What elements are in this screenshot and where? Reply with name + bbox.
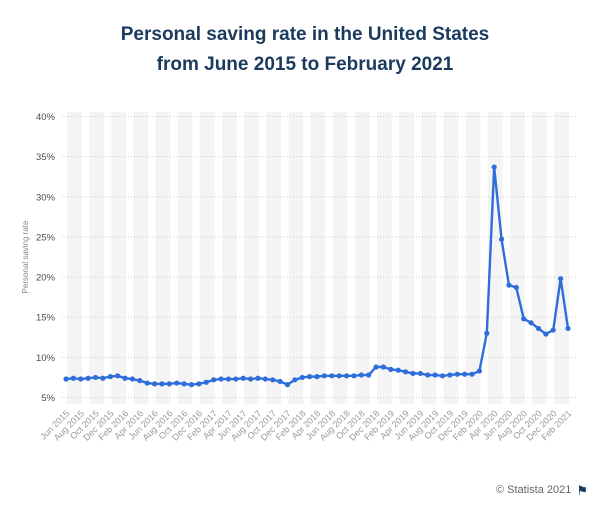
data-point[interactable] [122, 375, 128, 381]
data-point[interactable] [395, 367, 401, 373]
data-point[interactable] [447, 372, 453, 378]
footer: © Statista 2021 ⚑ [495, 482, 588, 498]
data-point[interactable] [336, 373, 342, 379]
data-point[interactable] [92, 374, 99, 381]
data-point[interactable] [380, 364, 387, 370]
data-point[interactable] [240, 375, 246, 381]
y-axis-title: Personal saving rate [21, 220, 30, 293]
data-point[interactable] [565, 325, 571, 332]
data-point[interactable] [115, 373, 121, 379]
gridlines-and-y-ticks: 5% 10% 15% 20% 25% 30% 35% 40% [36, 112, 576, 404]
copyright-text: © Statista 2021 [495, 484, 572, 496]
background-bands [67, 112, 570, 404]
data-point[interactable] [528, 320, 534, 326]
data-point[interactable] [137, 378, 143, 384]
data-point[interactable] [151, 381, 158, 387]
data-point[interactable] [299, 374, 305, 381]
data-point[interactable] [402, 369, 409, 375]
data-point[interactable] [410, 370, 416, 377]
data-point[interactable] [491, 164, 497, 170]
data-point[interactable] [307, 374, 313, 380]
data-point[interactable] [366, 372, 372, 378]
y-tick-label: 25% [36, 232, 56, 243]
data-point[interactable] [321, 373, 327, 379]
flag-icon[interactable]: ⚑ [576, 482, 588, 498]
data-point[interactable] [144, 380, 150, 386]
data-point[interactable] [314, 374, 320, 380]
data-point[interactable] [498, 236, 505, 242]
data-point[interactable] [218, 376, 224, 382]
data-point[interactable] [166, 381, 172, 387]
data-point[interactable] [225, 376, 232, 382]
data-point[interactable] [513, 284, 519, 291]
data-point[interactable] [247, 376, 254, 382]
data-point[interactable] [558, 276, 564, 282]
data-point[interactable] [329, 373, 335, 379]
data-point[interactable] [211, 377, 217, 383]
chart-title-line1: Personal saving rate in the United State… [120, 24, 490, 45]
data-point[interactable] [439, 373, 446, 379]
y-tick-label: 10% [36, 353, 56, 364]
data-point[interactable] [521, 316, 527, 322]
data-point[interactable] [270, 377, 276, 383]
data-point[interactable] [343, 373, 350, 379]
data-point[interactable] [373, 364, 379, 370]
data-point[interactable] [63, 376, 69, 382]
y-tick-label: 35% [36, 152, 56, 163]
data-point[interactable] [277, 378, 283, 385]
data-point[interactable] [543, 331, 549, 337]
data-point[interactable] [535, 325, 542, 332]
data-point[interactable] [476, 368, 483, 374]
line-chart: 5% 10% 15% 20% 25% 30% 35% 40% Personal saving r… [21, 112, 576, 443]
data-point[interactable] [262, 376, 268, 382]
y-tick-label: 5% [41, 393, 55, 404]
data-point[interactable] [484, 330, 490, 336]
data-point[interactable] [159, 381, 165, 387]
data-point[interactable] [78, 376, 84, 382]
data-point[interactable] [85, 375, 91, 381]
data-point[interactable] [292, 377, 298, 383]
data-point[interactable] [233, 376, 239, 382]
data-point[interactable] [70, 375, 76, 381]
data-point[interactable] [454, 371, 460, 377]
data-point[interactable] [388, 366, 394, 372]
data-point[interactable] [358, 372, 364, 378]
data-point[interactable] [255, 375, 261, 381]
data-point[interactable] [107, 374, 113, 380]
data-point[interactable] [196, 381, 202, 387]
data-point[interactable] [462, 371, 468, 377]
data-point[interactable] [550, 327, 556, 333]
data-point[interactable] [174, 380, 180, 386]
data-point[interactable] [188, 382, 195, 388]
data-point[interactable] [425, 372, 431, 378]
data-point[interactable] [203, 379, 209, 385]
data-point[interactable] [181, 381, 187, 387]
data-point[interactable] [417, 370, 423, 377]
data-point[interactable] [100, 375, 106, 381]
chart-title: Personal saving rate in the United State… [0, 20, 610, 80]
y-tick-label: 30% [36, 192, 56, 203]
data-point[interactable] [506, 282, 512, 288]
data-point[interactable] [284, 382, 291, 388]
y-tick-label: 15% [36, 313, 56, 324]
y-tick-label: 20% [36, 273, 56, 284]
data-point[interactable] [432, 372, 438, 378]
data-points [63, 164, 571, 388]
data-point[interactable] [351, 373, 357, 379]
chart-title-line2: from June 2015 to February 2021 [156, 54, 454, 75]
y-tick-label: 40% [36, 112, 56, 123]
data-point[interactable] [469, 371, 475, 377]
data-point[interactable] [129, 376, 136, 382]
